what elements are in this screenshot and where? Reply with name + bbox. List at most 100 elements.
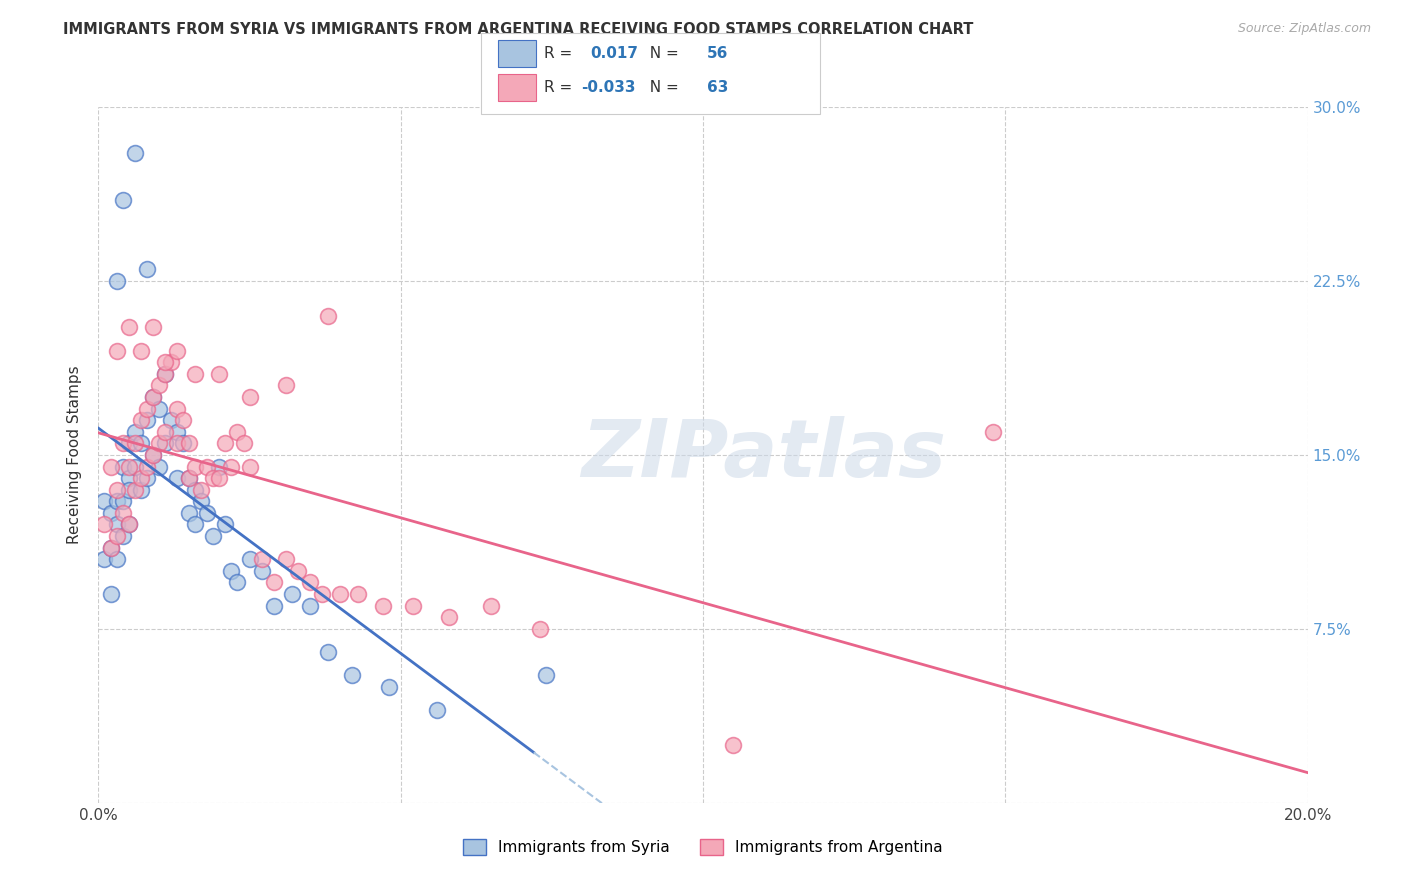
Point xyxy=(250,564,273,578)
Point xyxy=(135,262,157,277)
Point xyxy=(534,668,557,682)
Point xyxy=(184,483,207,497)
Point xyxy=(221,459,243,474)
Point xyxy=(129,413,152,427)
Point xyxy=(124,459,146,474)
Point xyxy=(118,471,141,485)
Point xyxy=(202,529,225,543)
Point xyxy=(105,529,128,543)
Text: -0.033: -0.033 xyxy=(581,80,636,95)
Text: 0.017: 0.017 xyxy=(591,46,638,61)
Point xyxy=(105,274,128,288)
Point xyxy=(148,378,170,392)
Point xyxy=(118,459,141,474)
Point xyxy=(153,355,176,369)
Point xyxy=(287,564,309,578)
Point xyxy=(239,552,262,566)
Point xyxy=(274,552,297,566)
Point xyxy=(299,599,322,613)
Point xyxy=(166,343,188,358)
Point xyxy=(172,436,194,450)
Point xyxy=(135,413,157,427)
Point xyxy=(129,343,152,358)
Point xyxy=(105,494,128,508)
Point xyxy=(232,436,254,450)
Point xyxy=(111,193,134,207)
Point xyxy=(179,436,201,450)
Point xyxy=(239,390,262,404)
Point xyxy=(129,483,152,497)
Point xyxy=(481,599,503,613)
Point xyxy=(184,517,207,532)
Point xyxy=(166,401,188,416)
Point xyxy=(135,401,157,416)
Point xyxy=(166,425,188,439)
Text: Source: ZipAtlas.com: Source: ZipAtlas.com xyxy=(1237,22,1371,36)
Point xyxy=(981,425,1004,439)
Point xyxy=(153,367,176,381)
Point xyxy=(226,575,249,590)
Point xyxy=(316,309,339,323)
Point xyxy=(118,320,141,334)
Point xyxy=(184,367,207,381)
Point xyxy=(118,517,141,532)
Point xyxy=(148,401,170,416)
Point xyxy=(153,367,176,381)
Point xyxy=(100,459,122,474)
Y-axis label: Receiving Food Stamps: Receiving Food Stamps xyxy=(67,366,83,544)
Point xyxy=(118,483,141,497)
Text: N =: N = xyxy=(640,80,683,95)
Point xyxy=(208,471,231,485)
Point xyxy=(111,529,134,543)
Point xyxy=(402,599,425,613)
Point xyxy=(274,378,297,392)
Point xyxy=(179,506,201,520)
Point xyxy=(124,483,146,497)
Point xyxy=(118,517,141,532)
Point xyxy=(316,645,339,659)
Text: 63: 63 xyxy=(707,80,728,95)
Point xyxy=(179,471,201,485)
Point xyxy=(148,436,170,450)
Point xyxy=(190,494,212,508)
Text: IMMIGRANTS FROM SYRIA VS IMMIGRANTS FROM ARGENTINA RECEIVING FOOD STAMPS CORRELA: IMMIGRANTS FROM SYRIA VS IMMIGRANTS FROM… xyxy=(63,22,973,37)
Point xyxy=(129,471,152,485)
Point xyxy=(529,622,551,636)
Point xyxy=(179,471,201,485)
Text: 56: 56 xyxy=(707,46,728,61)
Point xyxy=(100,587,122,601)
Point xyxy=(105,517,128,532)
Point xyxy=(111,506,134,520)
Text: N =: N = xyxy=(640,46,683,61)
Point xyxy=(221,564,243,578)
Point xyxy=(153,436,176,450)
Point xyxy=(250,552,273,566)
Point xyxy=(124,146,146,161)
Point xyxy=(105,483,128,497)
Point xyxy=(281,587,304,601)
Point xyxy=(111,436,134,450)
Point xyxy=(142,448,165,462)
Text: R =: R = xyxy=(544,80,578,95)
Point xyxy=(195,459,218,474)
Point xyxy=(723,738,745,752)
Point xyxy=(226,425,249,439)
Point xyxy=(190,483,212,497)
Point xyxy=(342,668,364,682)
Point xyxy=(153,425,176,439)
Point xyxy=(172,413,194,427)
Point xyxy=(142,390,165,404)
Point xyxy=(263,599,285,613)
Point xyxy=(214,517,236,532)
Text: ZIPatlas: ZIPatlas xyxy=(581,416,946,494)
Point xyxy=(166,436,188,450)
Point xyxy=(135,471,157,485)
Point xyxy=(111,494,134,508)
Point xyxy=(377,680,399,694)
Point xyxy=(142,320,165,334)
Point xyxy=(124,436,146,450)
Point xyxy=(437,610,460,624)
Point xyxy=(100,541,122,555)
Legend: Immigrants from Syria, Immigrants from Argentina: Immigrants from Syria, Immigrants from A… xyxy=(457,833,949,862)
Point xyxy=(100,506,122,520)
